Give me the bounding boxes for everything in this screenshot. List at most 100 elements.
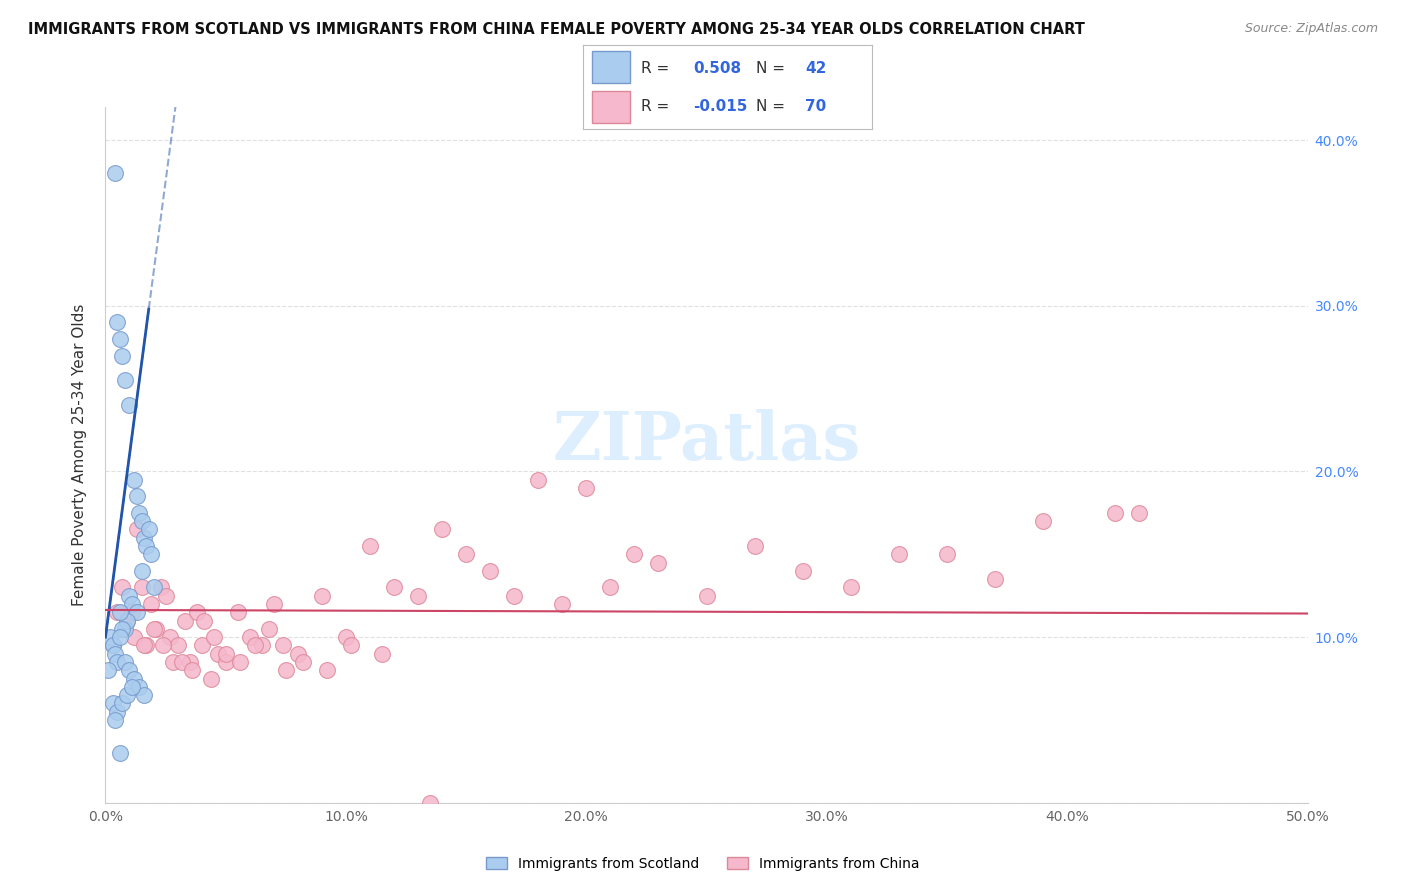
Point bbox=[623, 547, 645, 561]
Text: 70: 70 bbox=[806, 99, 827, 114]
Text: Source: ZipAtlas.com: Source: ZipAtlas.com bbox=[1244, 22, 1378, 36]
Point bbox=[173, 614, 195, 628]
Point bbox=[179, 655, 201, 669]
Point bbox=[121, 680, 143, 694]
Point bbox=[104, 713, 127, 727]
Point bbox=[1032, 514, 1054, 528]
Point bbox=[172, 655, 194, 669]
Point bbox=[114, 373, 136, 387]
Point bbox=[111, 622, 134, 636]
Point bbox=[125, 489, 148, 503]
Point bbox=[200, 672, 222, 686]
Point bbox=[107, 605, 129, 619]
Text: R =: R = bbox=[641, 99, 675, 114]
Point bbox=[131, 581, 153, 595]
Point bbox=[135, 639, 157, 653]
Point bbox=[311, 589, 333, 603]
Point bbox=[101, 697, 124, 711]
Point bbox=[263, 597, 285, 611]
Point bbox=[125, 605, 148, 619]
Point bbox=[115, 614, 138, 628]
Point bbox=[984, 572, 1007, 586]
Point bbox=[139, 547, 162, 561]
Point bbox=[108, 746, 131, 760]
Point bbox=[124, 672, 146, 686]
Point bbox=[202, 630, 225, 644]
Point bbox=[287, 647, 309, 661]
Point bbox=[142, 581, 165, 595]
Point bbox=[599, 581, 621, 595]
Point bbox=[115, 688, 138, 702]
Point bbox=[152, 639, 174, 653]
Point bbox=[575, 481, 598, 495]
Point bbox=[274, 663, 297, 677]
Point bbox=[291, 655, 314, 669]
Point bbox=[181, 663, 204, 677]
Point bbox=[145, 622, 167, 636]
Point bbox=[108, 630, 131, 644]
Point bbox=[207, 647, 229, 661]
Point bbox=[131, 514, 153, 528]
Point bbox=[339, 639, 361, 653]
Point bbox=[107, 705, 129, 719]
Point bbox=[97, 663, 120, 677]
Point bbox=[107, 315, 129, 329]
Point bbox=[214, 655, 236, 669]
Point bbox=[124, 473, 146, 487]
Point bbox=[162, 655, 184, 669]
Point bbox=[696, 589, 718, 603]
Point bbox=[335, 630, 357, 644]
Point bbox=[128, 680, 150, 694]
Point bbox=[257, 622, 280, 636]
Point bbox=[371, 647, 394, 661]
Point bbox=[131, 564, 153, 578]
Point bbox=[132, 531, 155, 545]
Point bbox=[454, 547, 477, 561]
Text: R =: R = bbox=[641, 61, 675, 76]
Point bbox=[111, 581, 134, 595]
Point bbox=[125, 523, 148, 537]
Point bbox=[104, 647, 127, 661]
Point bbox=[132, 688, 155, 702]
Point bbox=[118, 663, 141, 677]
Point bbox=[250, 639, 273, 653]
Point bbox=[226, 605, 249, 619]
Point bbox=[104, 166, 127, 180]
Point bbox=[1104, 506, 1126, 520]
Y-axis label: Female Poverty Among 25-34 Year Olds: Female Poverty Among 25-34 Year Olds bbox=[72, 304, 87, 606]
Point bbox=[744, 539, 766, 553]
Point bbox=[159, 630, 181, 644]
Legend: Immigrants from Scotland, Immigrants from China: Immigrants from Scotland, Immigrants fro… bbox=[481, 851, 925, 876]
Point bbox=[107, 655, 129, 669]
Point bbox=[229, 655, 252, 669]
Point bbox=[121, 597, 143, 611]
Point bbox=[792, 564, 814, 578]
Point bbox=[479, 564, 502, 578]
Point bbox=[128, 506, 150, 520]
Point bbox=[149, 581, 172, 595]
Text: 0.508: 0.508 bbox=[693, 61, 741, 76]
Point bbox=[142, 622, 165, 636]
Text: ZIPatlas: ZIPatlas bbox=[553, 409, 860, 474]
Point bbox=[315, 663, 337, 677]
Text: -0.015: -0.015 bbox=[693, 99, 748, 114]
Point bbox=[121, 605, 143, 619]
Point bbox=[214, 647, 236, 661]
Point bbox=[155, 589, 177, 603]
Point bbox=[166, 639, 188, 653]
Point bbox=[239, 630, 262, 644]
Point bbox=[839, 581, 862, 595]
Point bbox=[114, 622, 136, 636]
Point bbox=[527, 473, 550, 487]
Point bbox=[118, 398, 141, 412]
Point bbox=[118, 589, 141, 603]
Point bbox=[406, 589, 429, 603]
Point bbox=[135, 539, 157, 553]
Point bbox=[647, 556, 669, 570]
Point bbox=[273, 639, 295, 653]
Point bbox=[111, 349, 134, 363]
Point bbox=[139, 597, 162, 611]
Point bbox=[186, 605, 208, 619]
Point bbox=[124, 630, 146, 644]
Point bbox=[551, 597, 574, 611]
